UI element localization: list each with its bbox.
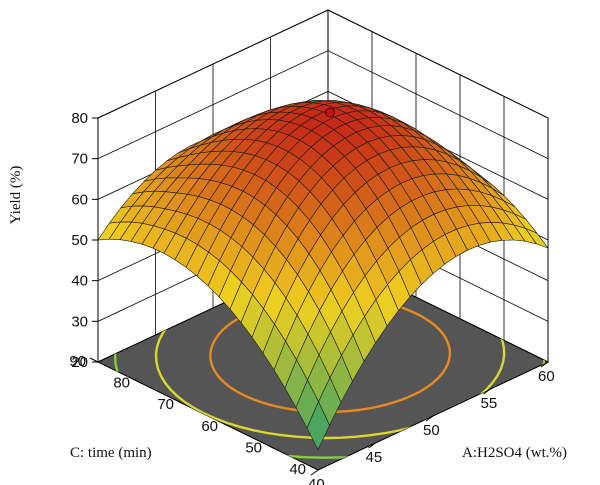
x-tick: [425, 415, 434, 422]
x-tick-label: 50: [423, 422, 440, 439]
response-surface: [97, 100, 549, 451]
y-tick: [265, 443, 275, 449]
x-tick: [483, 388, 491, 395]
x-tick-label: 40: [308, 476, 325, 485]
x-tick-label: 60: [538, 368, 555, 385]
z-tick-label: 50: [71, 232, 88, 249]
y-tick-label: 80: [113, 375, 130, 392]
y-tick: [177, 400, 187, 406]
y-tick-label: 90: [69, 353, 86, 370]
y-tick-label: 40: [289, 461, 306, 478]
axis-ticks: 20 30 40 50 60 70 80 40 45 50 55 60 40 50 60 70 80 90: [69, 110, 554, 485]
z-axis-label: Yield (%): [8, 166, 24, 225]
y-tick: [221, 422, 231, 428]
y-tick: [309, 465, 319, 471]
y-tick-label: 70: [157, 396, 174, 413]
x-tick: [310, 469, 319, 476]
z-tick-label: 60: [71, 191, 88, 208]
surface-cell: [306, 401, 330, 451]
x-tick: [368, 442, 376, 449]
z-tick-label: 70: [71, 151, 88, 168]
optimum-point: [325, 107, 336, 118]
z-tick-label: 30: [71, 313, 88, 330]
x-tick: [540, 361, 549, 368]
y-tick-label: 60: [201, 418, 218, 435]
y-axis-label: C: time (min): [70, 445, 152, 461]
z-tick-label: 80: [71, 110, 88, 127]
z-tick-label: 40: [71, 273, 88, 290]
x-tick-label: 45: [366, 449, 383, 466]
z-tick-label: 20: [71, 354, 88, 371]
x-axis-label: A:H2SO4 (wt.%): [462, 445, 567, 461]
y-tick: [133, 379, 143, 385]
y-tick: [89, 357, 99, 363]
y-tick-label: 50: [245, 439, 262, 456]
x-tick-label: 55: [481, 395, 498, 412]
